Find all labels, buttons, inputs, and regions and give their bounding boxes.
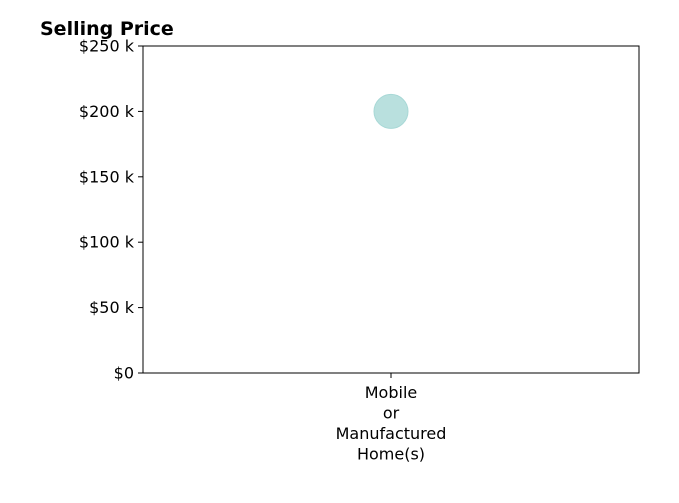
y-axis: $0 $50 k $100 k $150 k $200 k $250 k — [79, 37, 143, 383]
y-tick-label: $150 k — [79, 167, 135, 186]
y-tick-label: $50 k — [89, 298, 135, 317]
chart-title: Selling Price — [40, 18, 174, 40]
x-axis: Mobile or Manufactured Home(s) — [336, 373, 447, 464]
x-tick-label: Mobile or Manufactured Home(s) — [336, 383, 447, 464]
y-tick-label: $200 k — [79, 102, 135, 121]
y-tick-label: $0 — [114, 364, 134, 383]
y-tick-label: $250 k — [79, 37, 135, 56]
y-tick-label: $100 k — [79, 233, 135, 252]
data-points — [373, 93, 409, 129]
data-point — [373, 93, 409, 129]
